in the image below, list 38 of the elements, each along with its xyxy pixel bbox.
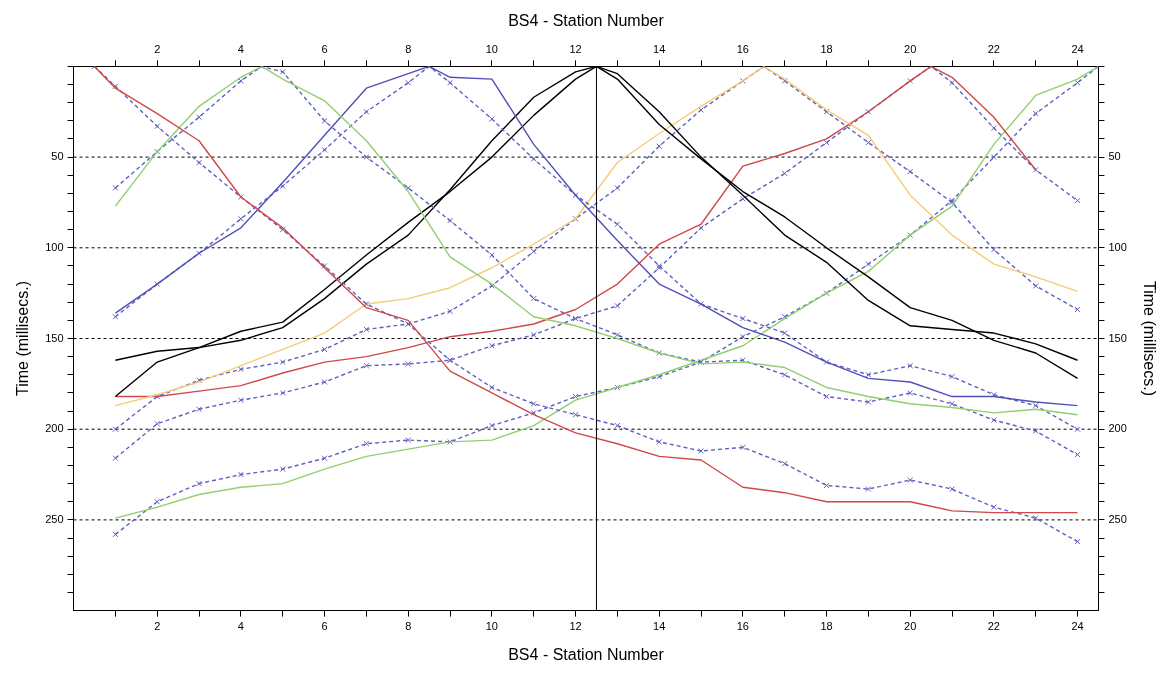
x-axis-title: BS4 - Station Number [508, 645, 665, 663]
y2-tick-label: 150 [1108, 331, 1127, 344]
y2-tick-label: 100 [1108, 240, 1127, 253]
y2-tick-label: 250 [1108, 512, 1127, 525]
x-tick-label: 6 [321, 620, 328, 633]
x2-tick-label: 24 [1071, 42, 1084, 55]
x2-axis-title: BS4 - Station Number [508, 12, 665, 30]
x-tick-label: 12 [569, 620, 582, 633]
x2-tick-label: 2 [154, 42, 161, 55]
x2-tick-label: 6 [321, 42, 328, 55]
x-tick-label: 10 [485, 620, 498, 633]
y-tick-label: 100 [45, 240, 64, 253]
x2-tick-label: 8 [405, 42, 412, 55]
y-tick-label: 250 [45, 512, 64, 525]
y2-axis-title: Time (millisecs.) [1140, 281, 1158, 396]
x2-tick-label: 22 [987, 42, 1000, 55]
x-tick-label: 16 [736, 620, 749, 633]
x2-tick-label: 4 [237, 42, 244, 55]
y-tick-label: 200 [45, 422, 64, 435]
x2-tick-label: 20 [904, 42, 917, 55]
x-tick-label: 4 [237, 620, 244, 633]
x-tick-label: 22 [987, 620, 1000, 633]
x2-tick-label: 18 [820, 42, 833, 55]
y2-tick-label: 50 [1108, 150, 1121, 163]
y-tick-label: 50 [51, 150, 64, 163]
x2-tick-label: 14 [653, 42, 666, 55]
x-tick-label: 2 [154, 620, 161, 633]
x-tick-label: 24 [1071, 620, 1084, 633]
x2-tick-label: 12 [569, 42, 582, 55]
x-tick-label: 14 [653, 620, 666, 633]
y2-tick-label: 200 [1108, 422, 1127, 435]
x-tick-label: 8 [405, 620, 412, 633]
x-tick-label: 18 [820, 620, 833, 633]
x-tick-label: 20 [904, 620, 917, 633]
y-tick-label: 150 [45, 331, 64, 344]
y-axis-title: Time (millisecs.) [14, 281, 32, 396]
x2-tick-label: 10 [485, 42, 498, 55]
x2-tick-label: 16 [736, 42, 749, 55]
